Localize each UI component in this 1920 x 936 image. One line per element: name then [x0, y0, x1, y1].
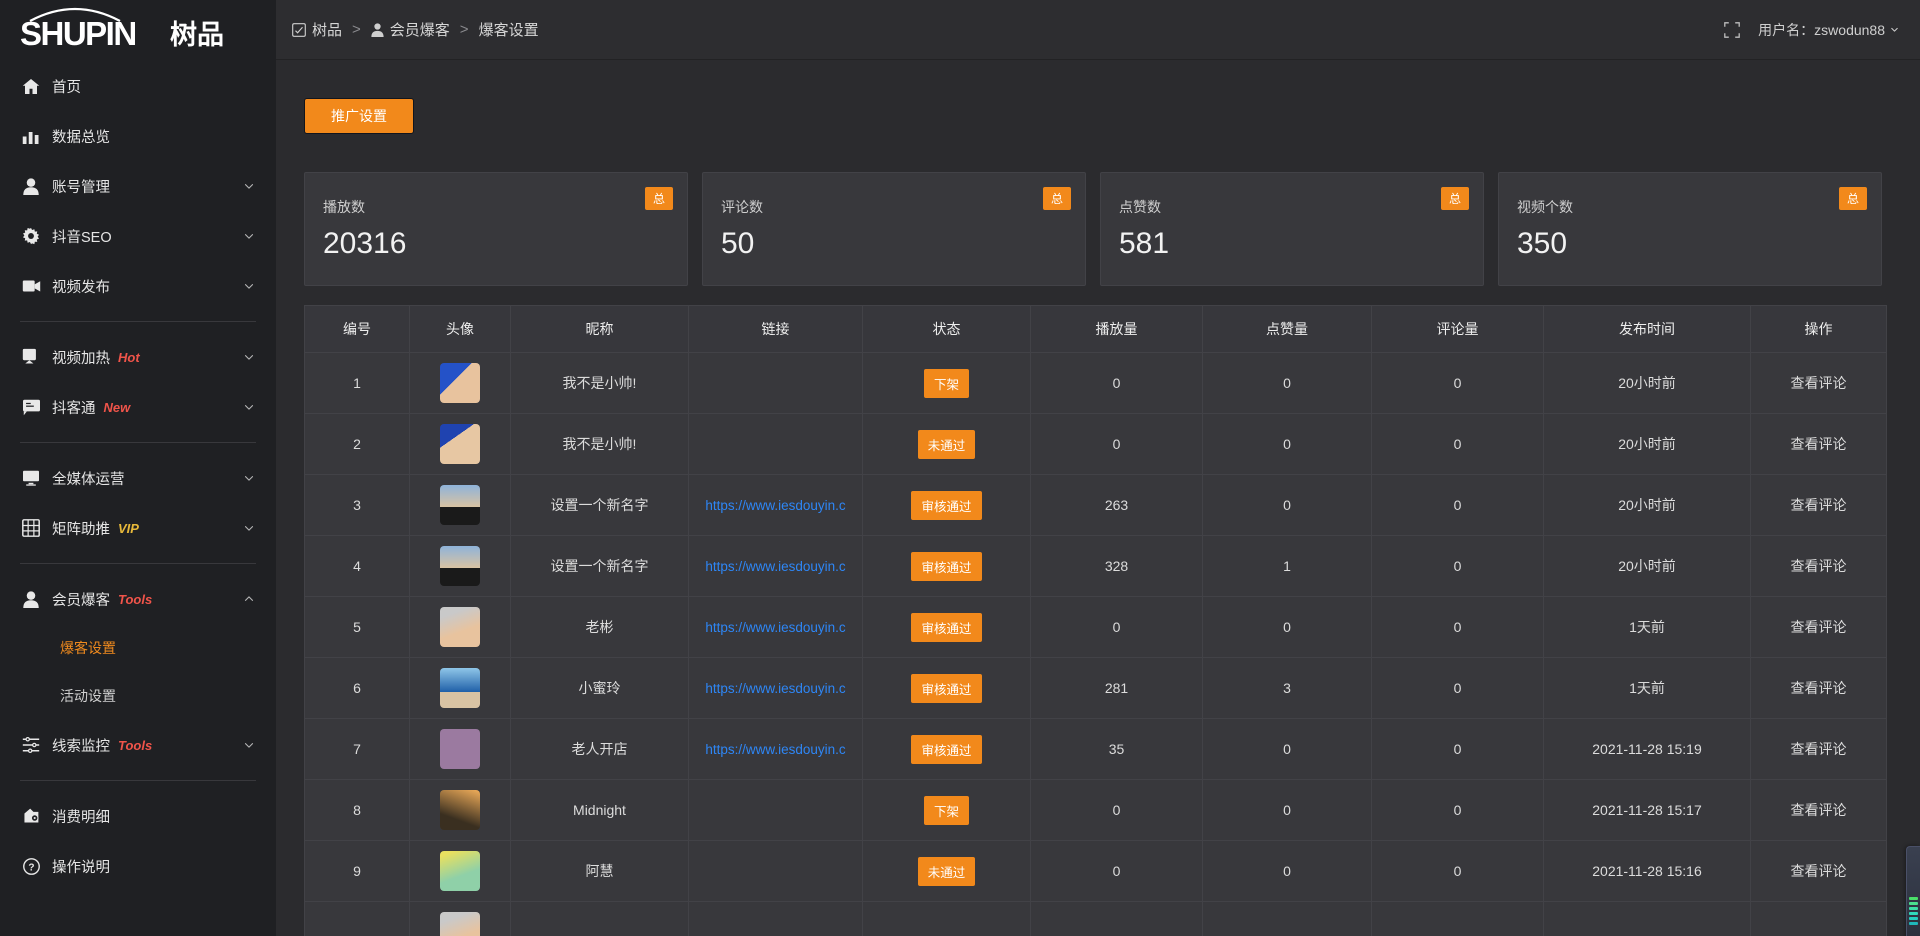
svg-text:树品: 树品: [170, 20, 224, 50]
svg-text:SHUPIN: SHUPIN: [20, 15, 136, 52]
svg-text:?: ?: [28, 862, 34, 873]
